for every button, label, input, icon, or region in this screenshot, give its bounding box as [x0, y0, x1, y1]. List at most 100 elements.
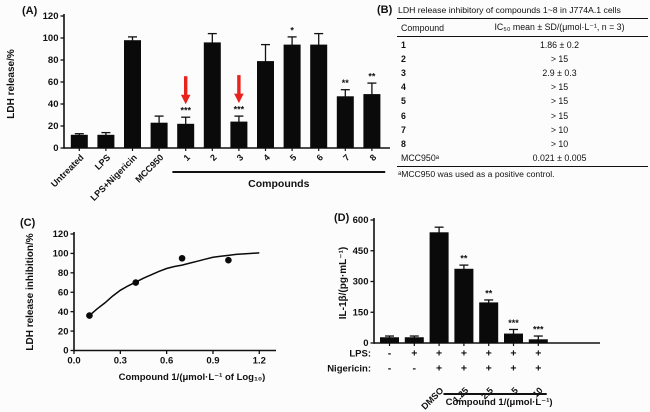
significance-stars: ** — [460, 254, 468, 264]
bar — [479, 302, 499, 343]
category-label: LPS — [93, 152, 112, 171]
bar — [310, 44, 328, 148]
treatment-sign: - — [413, 363, 417, 375]
panel-b-table: LDH release inhibitory of compounds 1~8 … — [397, 5, 648, 179]
bar — [124, 40, 141, 149]
compound-cell: 5 — [401, 96, 406, 107]
y-tick-label: 80 — [58, 268, 69, 279]
treatment-row-label: Nigericin: — [327, 364, 371, 375]
table-row: 3 2.9 ± 0.3 — [397, 66, 648, 80]
y-tick-label: 100 — [53, 249, 69, 260]
table-row: 4 > 15 — [397, 80, 648, 94]
data-point — [178, 254, 186, 262]
y-tick-label: 20 — [58, 326, 69, 337]
bar — [97, 134, 115, 148]
red-arrow-head — [234, 93, 244, 104]
table-row: 2 > 15 — [397, 52, 648, 66]
table-row: 1 1.86 ± 0.2 — [397, 38, 648, 52]
compound-cell: 8 — [401, 138, 406, 149]
x-tick-label: 0.9 — [206, 356, 219, 367]
treatment-sign: - — [388, 363, 392, 375]
y-tick-label: 120 — [53, 229, 69, 240]
bar — [336, 96, 354, 148]
ic50-cell: > 15 — [550, 96, 569, 107]
compound-cell: MCC950ᵃ — [401, 152, 439, 163]
table-footnote: ᵃMCC950 was used as a positive control. — [398, 168, 555, 179]
y-tick-label: 120 — [43, 11, 59, 22]
treatment-sign: + — [461, 348, 467, 360]
bar — [203, 42, 221, 148]
bar — [429, 232, 449, 343]
treatment-sign: + — [510, 363, 516, 375]
table-header: Compound IC₅₀ mean ± SD/(μmol·L⁻¹, n = 3… — [397, 19, 648, 37]
category-label: 5 — [288, 152, 299, 163]
ic50-cell: > 10 — [550, 138, 569, 149]
bar — [454, 268, 474, 343]
x-tick-label: 0.3 — [114, 356, 127, 367]
y-tick-label: 40 — [58, 307, 69, 318]
chart-panel-c: 0 20 40 60 80 100 120 0.0 0.3 0.6 0.9 1.2 Compound 1… — [25, 229, 276, 383]
table-row: 7 > 10 — [397, 123, 648, 137]
x-tick-label: 0.6 — [160, 356, 173, 367]
ic50-cell: 1.86 ± 0.2 — [539, 40, 580, 51]
bar — [404, 337, 424, 343]
y-tick-label: 40 — [48, 99, 59, 110]
data-point — [132, 279, 140, 286]
category-label: 7 — [341, 152, 352, 163]
treatment-sign: + — [535, 348, 541, 360]
significance-stars: *** — [234, 105, 245, 115]
bar — [363, 94, 381, 148]
y-tick-label: 20 — [48, 121, 59, 132]
x-tick-label: 1.2 — [253, 356, 266, 367]
bar — [257, 61, 274, 148]
treatment-sign: - — [388, 348, 392, 360]
significance-stars: *** — [180, 106, 191, 116]
table-row: 5 > 15 — [397, 94, 648, 108]
category-label: 2 — [208, 152, 219, 163]
table-body: 1 1.86 ± 0.2 2 > 15 3 2.9 ± 0.3 4 > 15 5 > 15 6 > 1… — [397, 37, 648, 167]
y-tick-label: 150 — [353, 307, 369, 318]
bar — [230, 121, 248, 148]
treatment-row-label: LPS: — [349, 349, 371, 360]
bar — [150, 122, 168, 148]
category-label: 4 — [261, 152, 272, 163]
y-tick-label: 0 — [363, 338, 368, 349]
table-row: 8 > 10 — [397, 137, 648, 151]
treatment-sign: + — [510, 348, 516, 360]
table-col-ic50: IC₅₀ mean ± SD/(μmol·L⁻¹, n = 3) — [494, 22, 625, 32]
y-tick-label: 100 — [43, 33, 59, 44]
category-label: Untreated — [49, 152, 86, 189]
category-label: 8 — [368, 152, 379, 163]
significance-stars: *** — [508, 318, 519, 328]
significance-stars: ** — [368, 72, 376, 82]
bar — [504, 333, 523, 343]
ic50-cell: 0.021 ± 0.005 — [532, 152, 587, 163]
x-axis-title: Compound 1/(μmol·L⁻¹ of Log₁₀) — [119, 372, 266, 383]
significance-stars: *** — [533, 325, 544, 335]
treatment-sign: + — [436, 348, 442, 360]
category-label: 6 — [314, 152, 325, 163]
ic50-cell: > 10 — [550, 124, 569, 135]
treatment-sign: + — [411, 348, 417, 360]
compound-cell: 7 — [401, 124, 406, 135]
treatment-sign: + — [535, 363, 541, 375]
significance-stars: * — [290, 25, 294, 35]
compound-cell: 6 — [401, 110, 406, 121]
significance-stars: ** — [342, 78, 350, 88]
y-tick-label: 80 — [48, 55, 59, 66]
fit-curve — [88, 252, 260, 317]
treatment-sign: + — [486, 348, 492, 360]
category-label: LPS+Nigericin — [89, 152, 139, 202]
bar — [528, 339, 548, 343]
ic50-cell: 2.9 ± 0.3 — [542, 68, 577, 79]
y-tick-label: 600 — [353, 215, 369, 226]
panel-a-label: (A) — [22, 5, 38, 17]
y-axis-title: LDH release inhibition/% — [25, 233, 36, 350]
category-label: 1 — [181, 152, 192, 163]
ic50-cell: > 15 — [550, 110, 569, 121]
table-row: 6 > 15 — [397, 108, 648, 122]
bar — [380, 337, 399, 343]
panel-d-label: (D) — [334, 212, 350, 224]
